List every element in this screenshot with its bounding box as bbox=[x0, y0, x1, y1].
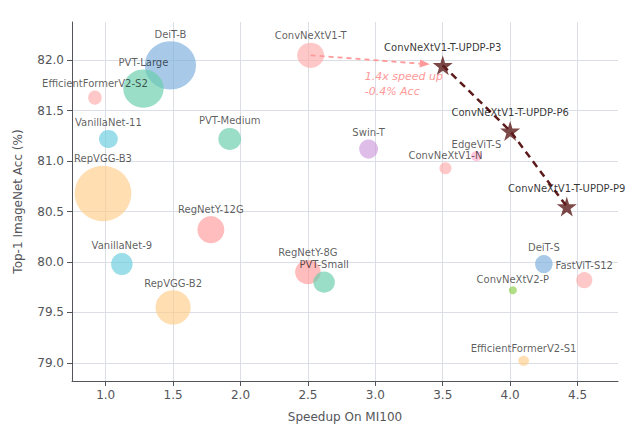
svg-text:RepVGG-B2: RepVGG-B2 bbox=[144, 278, 202, 289]
svg-text:2.0: 2.0 bbox=[231, 388, 250, 402]
svg-text:ConvNeXtV1-T-UPDP-P9: ConvNeXtV1-T-UPDP-P9 bbox=[508, 183, 625, 194]
svg-text:80.0: 80.0 bbox=[37, 255, 64, 269]
svg-text:ConvNeXtV1-T: ConvNeXtV1-T bbox=[275, 30, 348, 41]
svg-text:EfficientFormerV2-S1: EfficientFormerV2-S1 bbox=[471, 343, 577, 354]
svg-text:ConvNeXtV2-P: ConvNeXtV2-P bbox=[477, 274, 550, 285]
svg-text:81.0: 81.0 bbox=[37, 154, 64, 168]
svg-text:3.5: 3.5 bbox=[433, 388, 452, 402]
svg-text:RepVGG-B3: RepVGG-B3 bbox=[74, 153, 132, 164]
svg-text:RegNetY-12G: RegNetY-12G bbox=[178, 204, 244, 215]
svg-text:Speedup On MI100: Speedup On MI100 bbox=[288, 410, 402, 424]
svg-text:ConvNeXtV1-T-UPDP-P6: ConvNeXtV1-T-UPDP-P6 bbox=[451, 107, 568, 118]
svg-text:80.5: 80.5 bbox=[37, 205, 64, 219]
svg-text:ConvNeXtV1-N: ConvNeXtV1-N bbox=[408, 150, 482, 161]
svg-text:Swin-T: Swin-T bbox=[352, 127, 385, 138]
svg-text:FastViT-S12: FastViT-S12 bbox=[556, 260, 613, 271]
svg-text:82.0: 82.0 bbox=[37, 53, 64, 67]
svg-text:79.5: 79.5 bbox=[37, 305, 64, 319]
svg-text:79.0: 79.0 bbox=[37, 356, 64, 370]
svg-text:VanillaNet-11: VanillaNet-11 bbox=[75, 117, 142, 128]
svg-text:81.5: 81.5 bbox=[37, 104, 64, 118]
svg-text:ConvNeXtV1-T-UPDP-P3: ConvNeXtV1-T-UPDP-P3 bbox=[384, 42, 501, 53]
svg-text:4.5: 4.5 bbox=[568, 388, 587, 402]
svg-text:DeiT-B: DeiT-B bbox=[154, 29, 186, 40]
svg-text:1.0: 1.0 bbox=[96, 388, 115, 402]
svg-text:2.5: 2.5 bbox=[298, 388, 317, 402]
svg-text:VanillaNet-9: VanillaNet-9 bbox=[92, 240, 153, 251]
svg-text:4.0: 4.0 bbox=[501, 388, 520, 402]
svg-text:Top-1 ImageNet Acc (%): Top-1 ImageNet Acc (%) bbox=[11, 129, 25, 274]
svg-text:PVT-Medium: PVT-Medium bbox=[199, 115, 261, 126]
svg-text:-0.4% Acc: -0.4% Acc bbox=[365, 85, 420, 98]
svg-text:EdgeViT-S: EdgeViT-S bbox=[452, 139, 502, 150]
svg-text:1.4x speed up: 1.4x speed up bbox=[365, 70, 443, 83]
svg-text:DeiT-S: DeiT-S bbox=[528, 242, 560, 253]
svg-text:PVT-Small: PVT-Small bbox=[299, 259, 348, 270]
svg-text:3.0: 3.0 bbox=[366, 388, 385, 402]
svg-text:PVT-Large: PVT-Large bbox=[119, 57, 169, 68]
svg-text:EfficientFormerV2-S2: EfficientFormerV2-S2 bbox=[42, 78, 148, 89]
svg-text:RegNetY-8G: RegNetY-8G bbox=[278, 247, 337, 258]
svg-text:1.5: 1.5 bbox=[164, 388, 183, 402]
